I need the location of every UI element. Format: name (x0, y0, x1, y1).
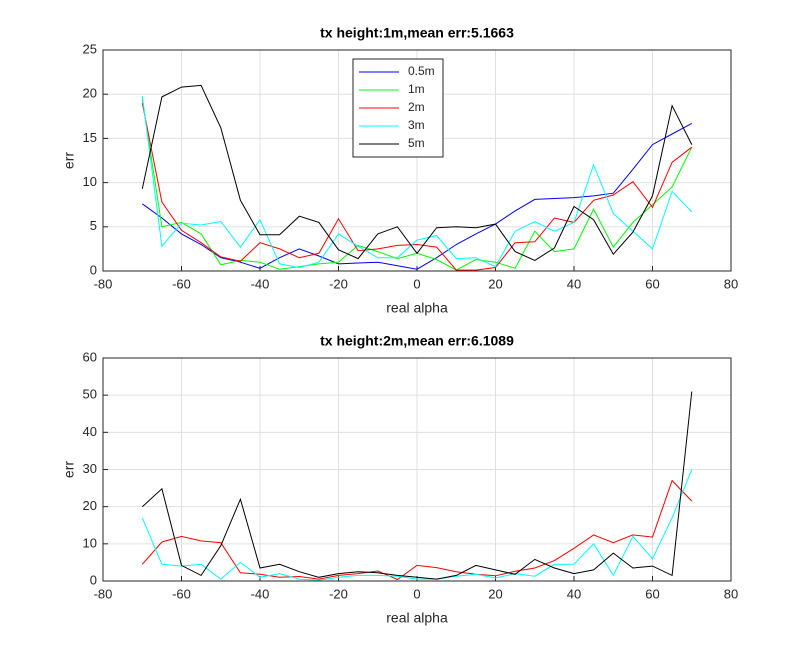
y-tick-label: 50 (83, 387, 97, 402)
x-tick-label: -60 (172, 276, 191, 291)
legend-label: 3m (408, 118, 425, 132)
x-tick-label: 80 (724, 276, 738, 291)
legend: 0.5m 1m 2m 3m 5m (352, 58, 444, 158)
y-tick-label: 5 (90, 218, 97, 233)
x-tick-label: -40 (251, 276, 270, 291)
legend-label: 1m (408, 82, 425, 96)
legend-label: 5m (408, 136, 425, 150)
x-tick-label: 80 (724, 586, 738, 601)
series-line (142, 122, 693, 270)
x-tick-label: 40 (567, 276, 581, 291)
y-tick-label: 20 (83, 498, 97, 513)
chart-title: tx height:1m,mean err:5.1663 (320, 25, 514, 41)
x-tick-label: 40 (567, 586, 581, 601)
x-tick-label: -20 (329, 276, 348, 291)
x-tick-label: -80 (94, 586, 113, 601)
y-tick-label: 25 (83, 41, 97, 56)
y-tick-label: 0 (90, 262, 97, 277)
series-line (141, 479, 693, 581)
y-axis-label: err (61, 461, 77, 478)
y-tick-label: 10 (83, 174, 97, 189)
y-tick-label: 40 (83, 424, 97, 439)
x-tick-label: -40 (251, 586, 270, 601)
y-tick-label: 20 (83, 86, 97, 101)
y-tick-label: 0 (90, 572, 97, 587)
y-tick-label: 10 (83, 535, 97, 550)
axes-box (102, 49, 732, 272)
series-line (141, 102, 693, 271)
x-tick-label: 0 (413, 586, 420, 601)
x-tick-label: -80 (94, 276, 113, 291)
y-tick-label: 60 (83, 349, 97, 364)
x-tick-label: 0 (413, 276, 420, 291)
x-tick-label: 20 (488, 276, 502, 291)
series-line (141, 95, 693, 269)
series-line (141, 469, 693, 581)
axes-box (102, 357, 732, 582)
y-tick-label: 15 (83, 130, 97, 145)
legend-label: 2m (408, 100, 425, 114)
x-axis-label: real alpha (386, 300, 448, 316)
series-line (141, 391, 693, 580)
x-tick-label: 60 (645, 276, 659, 291)
x-tick-label: 60 (645, 586, 659, 601)
x-tick-label: -60 (172, 586, 191, 601)
y-tick-label: 30 (83, 461, 97, 476)
legend-label: 0.5m (408, 64, 435, 78)
chart-title: tx height:2m,mean err:6.1089 (320, 333, 514, 349)
y-axis-label: err (61, 152, 77, 169)
x-axis-label: real alpha (386, 610, 448, 626)
x-tick-label: 20 (488, 586, 502, 601)
x-tick-label: -20 (329, 586, 348, 601)
series-line (141, 84, 693, 261)
